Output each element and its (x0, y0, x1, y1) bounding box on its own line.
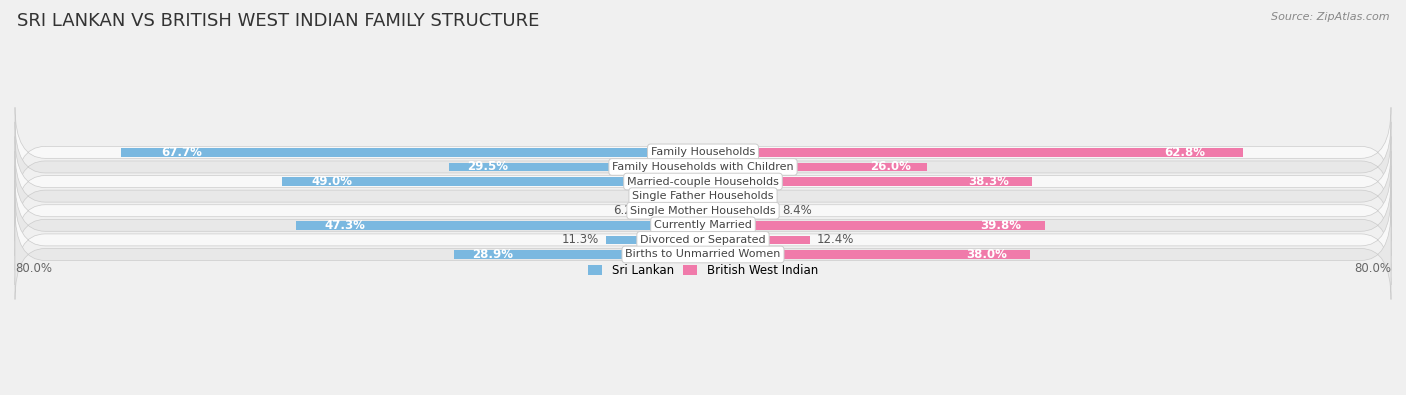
Bar (703, 148, 1243, 156)
Text: 67.7%: 67.7% (162, 146, 202, 159)
Text: 80.0%: 80.0% (15, 262, 52, 275)
Text: 62.8%: 62.8% (1164, 146, 1205, 159)
FancyBboxPatch shape (15, 180, 1391, 271)
Text: 47.3%: 47.3% (325, 219, 366, 232)
Bar (703, 207, 775, 215)
FancyBboxPatch shape (15, 136, 1391, 227)
FancyBboxPatch shape (15, 195, 1391, 285)
Text: Married-couple Households: Married-couple Households (627, 177, 779, 186)
Text: 6.2%: 6.2% (613, 204, 643, 217)
Text: Single Father Households: Single Father Households (633, 191, 773, 201)
Legend: Sri Lankan, British West Indian: Sri Lankan, British West Indian (583, 259, 823, 282)
Text: Family Households with Children: Family Households with Children (612, 162, 794, 172)
Bar (703, 236, 810, 244)
Bar (297, 221, 703, 229)
Bar (650, 207, 703, 215)
Text: 28.9%: 28.9% (472, 248, 513, 261)
Text: SRI LANKAN VS BRITISH WEST INDIAN FAMILY STRUCTURE: SRI LANKAN VS BRITISH WEST INDIAN FAMILY… (17, 12, 540, 30)
Text: Divorced or Separated: Divorced or Separated (640, 235, 766, 245)
FancyBboxPatch shape (15, 151, 1391, 241)
Text: 49.0%: 49.0% (311, 175, 352, 188)
Text: 11.3%: 11.3% (561, 233, 599, 246)
Bar (703, 250, 1029, 259)
Text: 2.4%: 2.4% (645, 190, 675, 203)
Text: 38.3%: 38.3% (969, 175, 1010, 188)
Bar (121, 148, 703, 156)
FancyBboxPatch shape (15, 209, 1391, 299)
Bar (281, 177, 703, 186)
Bar (606, 236, 703, 244)
Bar (454, 250, 703, 259)
Text: 26.0%: 26.0% (870, 160, 911, 173)
Text: Source: ZipAtlas.com: Source: ZipAtlas.com (1271, 12, 1389, 22)
Text: Single Mother Households: Single Mother Households (630, 206, 776, 216)
Text: 80.0%: 80.0% (1354, 262, 1391, 275)
Bar (703, 163, 927, 171)
Text: 2.2%: 2.2% (728, 190, 759, 203)
Bar (450, 163, 703, 171)
Text: 39.8%: 39.8% (980, 219, 1021, 232)
Text: Currently Married: Currently Married (654, 220, 752, 230)
FancyBboxPatch shape (15, 107, 1391, 198)
FancyBboxPatch shape (15, 166, 1391, 256)
Bar (703, 221, 1045, 229)
Text: 12.4%: 12.4% (817, 233, 853, 246)
Bar (703, 192, 721, 200)
Text: 29.5%: 29.5% (467, 160, 508, 173)
Text: Family Households: Family Households (651, 147, 755, 157)
Text: 38.0%: 38.0% (966, 248, 1007, 261)
Text: 8.4%: 8.4% (782, 204, 811, 217)
Text: Births to Unmarried Women: Births to Unmarried Women (626, 250, 780, 260)
FancyBboxPatch shape (15, 122, 1391, 212)
Bar (703, 177, 1032, 186)
Bar (682, 192, 703, 200)
